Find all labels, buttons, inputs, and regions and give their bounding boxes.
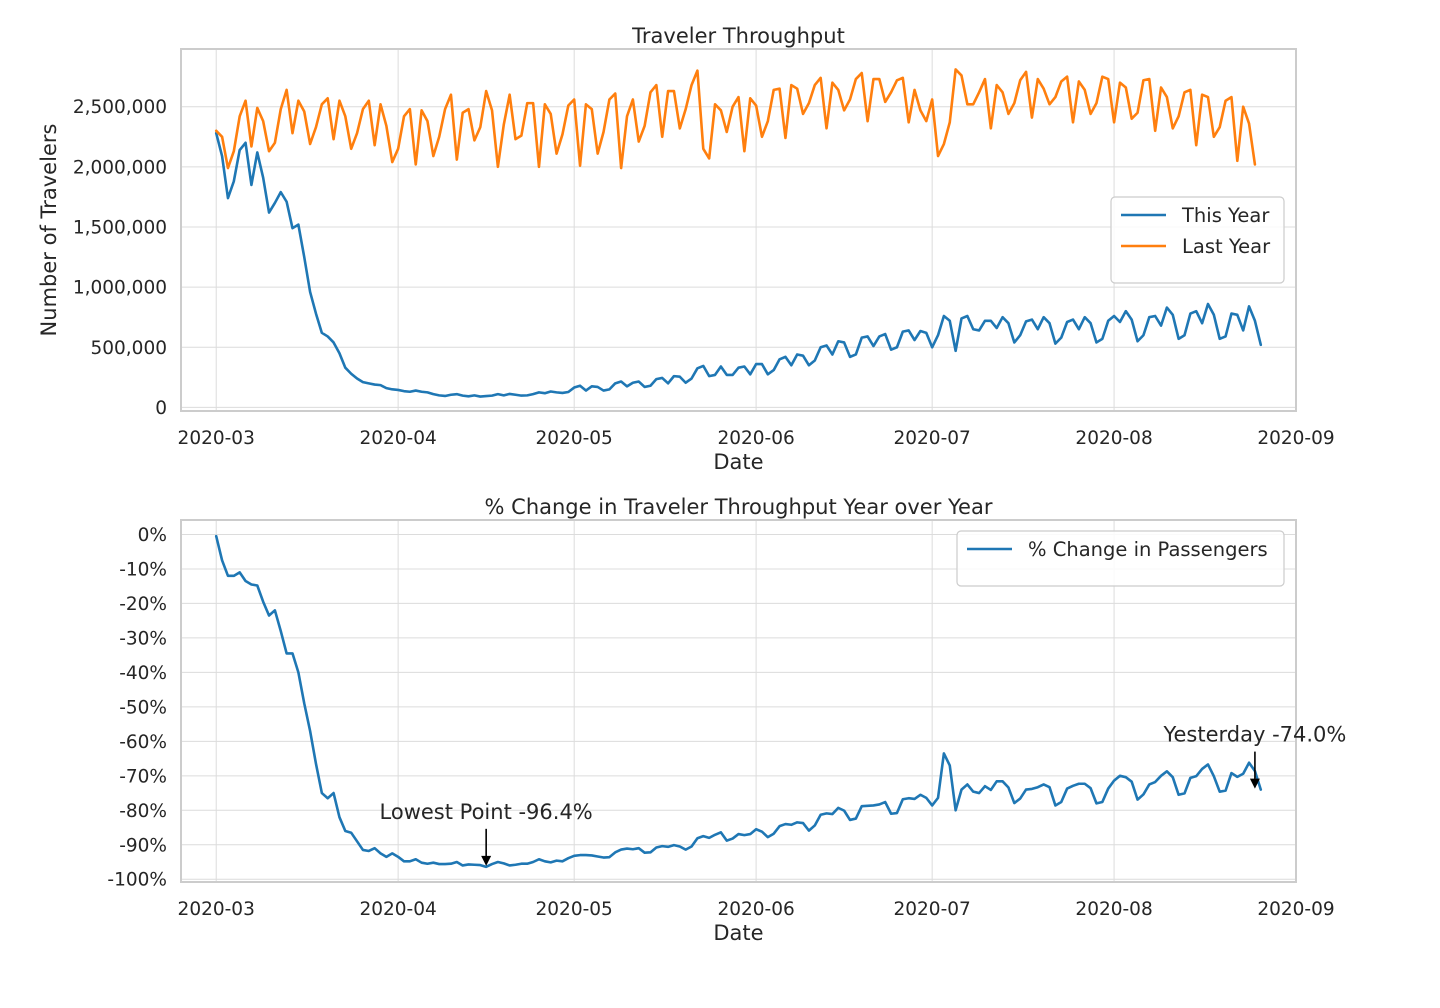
x-tick-label: 2020-03 bbox=[178, 899, 255, 920]
y-tick-label: -80% bbox=[119, 801, 167, 822]
x-tick-label: 2020-05 bbox=[536, 428, 613, 449]
y-tick-label: 2,000,000 bbox=[73, 157, 167, 178]
x-tick-label: 2020-07 bbox=[894, 899, 971, 920]
x-tick-label: 2020-06 bbox=[717, 428, 794, 449]
y-tick-label: 0 bbox=[155, 398, 167, 419]
y-tick-label: 500,000 bbox=[90, 338, 167, 359]
x-tick-label: 2020-08 bbox=[1075, 899, 1152, 920]
x-tick-label: 2020-04 bbox=[359, 428, 436, 449]
y-tick-label: 1,500,000 bbox=[73, 217, 167, 238]
throughput-chart: 2020-03 2020-04 2020-05 2020-06 2020-07 2020-… bbox=[37, 24, 1335, 474]
grid bbox=[181, 520, 1297, 882]
y-tick-label: 2,500,000 bbox=[73, 97, 167, 118]
x-tick-label: 2020-05 bbox=[536, 899, 613, 920]
chart-title: Traveler Throughput bbox=[631, 24, 845, 48]
x-tick-label: 2020-04 bbox=[359, 899, 436, 920]
x-tick-label: 2020-09 bbox=[1257, 428, 1334, 449]
series-line-this-year bbox=[214, 131, 1263, 398]
y-tick-label: -30% bbox=[119, 628, 167, 649]
y-tick-label: 0% bbox=[138, 525, 167, 546]
y-tick-label: -70% bbox=[119, 766, 167, 787]
y-tick-label: 1,000,000 bbox=[73, 278, 167, 299]
axes-frame bbox=[180, 519, 1297, 883]
y-tick-label: -90% bbox=[119, 835, 167, 856]
legend: This Year Last Year bbox=[1110, 196, 1285, 284]
annotation-arrowhead bbox=[1249, 778, 1260, 789]
y-tick-label: -10% bbox=[119, 559, 167, 580]
x-axis-label: Date bbox=[713, 450, 763, 474]
legend: % Change in Passengers bbox=[956, 530, 1285, 587]
annotation-text: Lowest Point -96.4% bbox=[380, 800, 593, 824]
legend-label: % Change in Passengers bbox=[1028, 538, 1268, 561]
series-line-change-in-passengers bbox=[214, 534, 1263, 869]
y-tick-label: -20% bbox=[119, 594, 167, 615]
x-tick-label: 2020-07 bbox=[894, 428, 971, 449]
axes-frame bbox=[180, 48, 1297, 412]
x-tick-label: 2020-03 bbox=[178, 428, 255, 449]
x-tick-label: 2020-08 bbox=[1075, 428, 1152, 449]
chart-title: % Change in Traveler Throughput Year ove… bbox=[485, 495, 993, 519]
percent-change-chart: 2020-03 2020-04 2020-05 2020-06 2020-07 2020-… bbox=[107, 495, 1346, 945]
x-tick-label: 2020-09 bbox=[1257, 899, 1334, 920]
legend-label: Last Year bbox=[1182, 235, 1271, 258]
x-tick-label: 2020-06 bbox=[717, 899, 794, 920]
annotation-text: Yesterday -74.0% bbox=[1162, 723, 1346, 747]
annotation-arrowhead bbox=[481, 855, 492, 866]
legend-box bbox=[1110, 196, 1285, 284]
y-axis-label: Number of Travelers bbox=[37, 124, 61, 337]
series-line-last-year bbox=[214, 68, 1257, 170]
legend-label: This Year bbox=[1181, 204, 1270, 227]
y-tick-label: -60% bbox=[119, 732, 167, 753]
plot-area bbox=[181, 49, 1296, 411]
x-axis-label: Date bbox=[713, 921, 763, 945]
y-tick-label: -50% bbox=[119, 697, 167, 718]
legend-box bbox=[956, 530, 1285, 587]
y-tick-label: -40% bbox=[119, 663, 167, 684]
y-tick-label: -100% bbox=[107, 870, 167, 891]
